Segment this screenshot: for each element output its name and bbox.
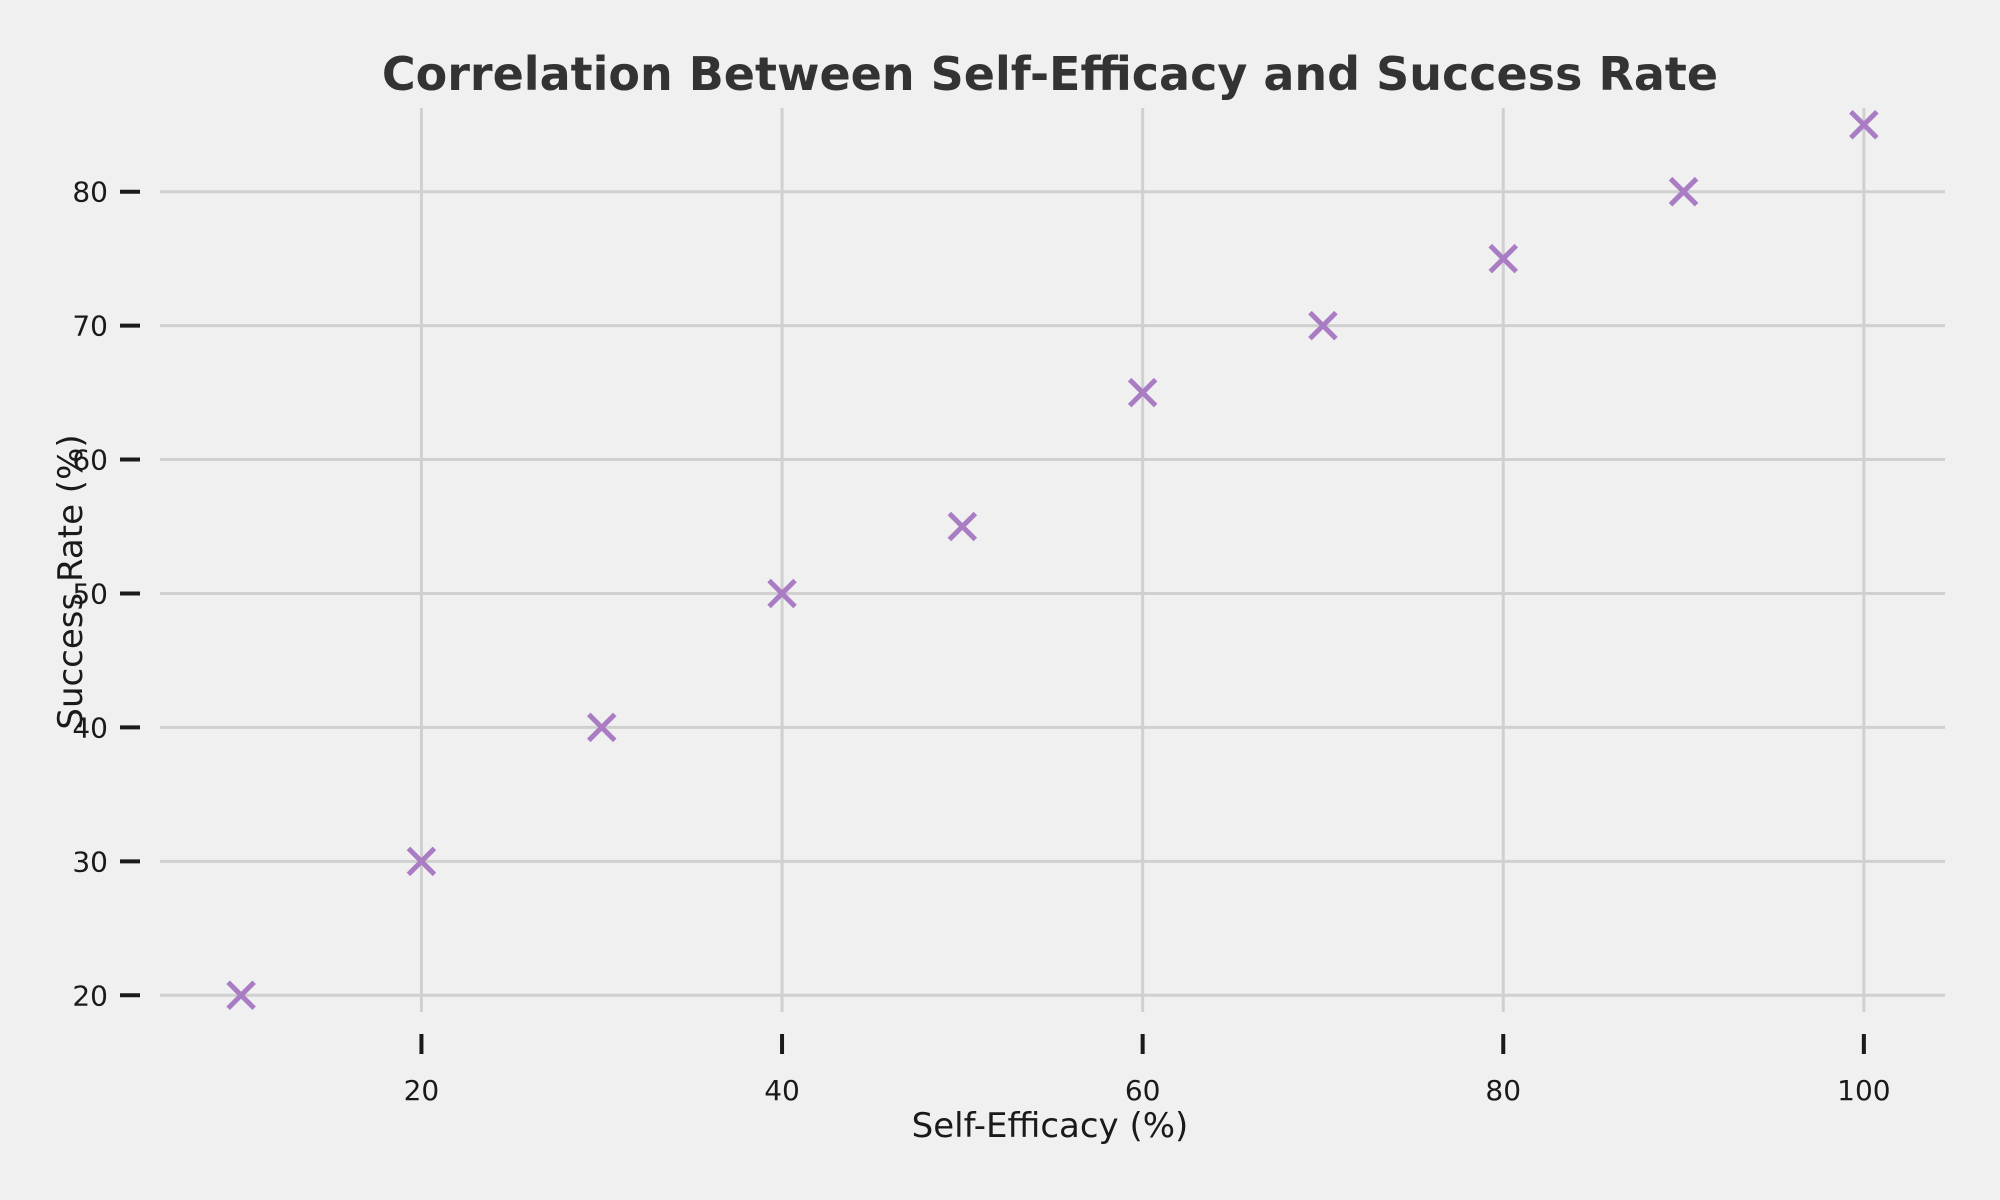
axis-ticks: 20 40 60 80 100 20 30 40 50 60 70 80 [72, 176, 1890, 1107]
data-point [1127, 377, 1158, 408]
x-tick-label: 60 [1125, 1074, 1161, 1107]
y-tick-label: 60 [72, 444, 108, 477]
x-axis-label: Self-Efficacy (%) [912, 1106, 1189, 1146]
y-tick-label: 40 [72, 711, 108, 744]
y-tick-label: 20 [72, 979, 108, 1012]
x-tick-label: 20 [404, 1074, 440, 1107]
y-tick-label: 80 [72, 176, 108, 209]
y-axis-label: Success Rate (%) [51, 434, 91, 729]
y-tick-label: 50 [72, 577, 108, 610]
data-point [1488, 243, 1519, 274]
data-points [226, 109, 1879, 1011]
x-tick-label: 100 [1837, 1074, 1890, 1107]
data-point [1308, 310, 1338, 341]
data-point [1668, 176, 1699, 207]
y-tick-label: 70 [72, 310, 108, 343]
x-tick-label: 80 [1485, 1074, 1521, 1107]
data-point [1849, 109, 1879, 140]
grid [160, 108, 1945, 1012]
data-point [226, 980, 256, 1011]
data-point [586, 712, 617, 743]
y-tick-label: 30 [72, 845, 108, 878]
data-point [767, 578, 797, 609]
data-point [406, 846, 437, 877]
chart-title: Correlation Between Self-Efficacy and Su… [382, 47, 1718, 101]
data-point [947, 511, 978, 542]
x-tick-label: 40 [764, 1074, 800, 1107]
